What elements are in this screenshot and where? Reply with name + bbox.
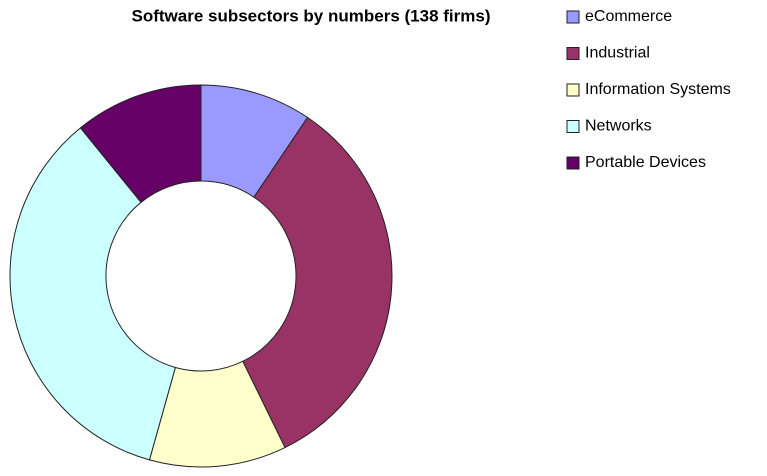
legend-swatch: [566, 47, 580, 60]
legend-swatch: [566, 156, 580, 170]
legend-label: Portable Devices: [585, 154, 706, 171]
donut-segment: [79, 84, 202, 204]
legend-label: Information Systems: [585, 81, 731, 98]
legend-label: eCommerce: [585, 8, 672, 25]
legend-swatch: [566, 83, 580, 97]
legend-label: Networks: [585, 118, 652, 135]
legend-swatch: [566, 10, 580, 24]
donut-segment: [242, 116, 393, 449]
legend-swatch: [566, 120, 580, 133]
legend-label: Industrial: [585, 45, 650, 62]
chart-title: Software subsectors by numbers (138 firm…: [131, 6, 490, 25]
donut-segment: [9, 127, 176, 461]
